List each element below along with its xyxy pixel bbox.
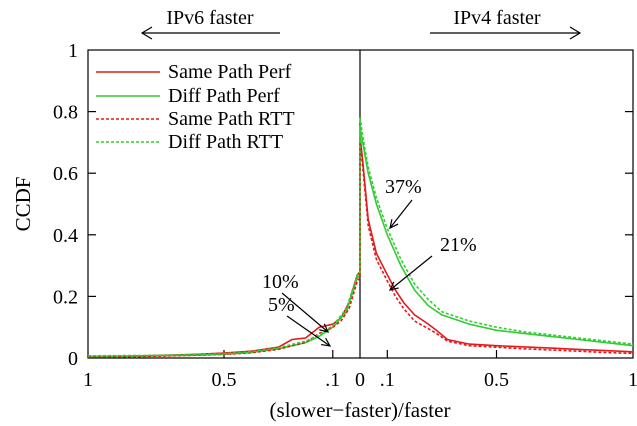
annotation-arrowhead <box>388 281 399 291</box>
annotation-arrow <box>286 315 331 347</box>
legend-label: Same Path Perf <box>168 61 292 83</box>
series-layer <box>87 117 634 358</box>
ipv4-faster-label: IPv4 faster <box>453 7 541 29</box>
y-tick-label: 0.2 <box>53 286 78 308</box>
x-tick-label: .1 <box>325 369 340 391</box>
series-line-same-path-perf <box>87 136 634 358</box>
x-tick-label: .1 <box>380 369 395 391</box>
annotation-label: 21% <box>440 234 477 256</box>
y-tick-label: 0.6 <box>53 163 78 185</box>
x-tick-label: 1 <box>628 369 637 391</box>
annotations: 37% 21% 10%5% <box>262 176 477 347</box>
legend-label: Diff Path RTT <box>168 131 283 153</box>
y-tick-label: 0.4 <box>53 225 78 247</box>
y-tick-label: 0 <box>68 348 78 370</box>
x-axis-label: (slower−faster)/faster <box>270 398 451 422</box>
y-axis-ticks: 0 0.2 0.4 0.6 0.8 1 <box>53 40 633 370</box>
annotation-label: 37% <box>385 176 422 198</box>
ipv6-faster-label: IPv6 faster <box>166 7 254 29</box>
series-line-diff-path-rtt <box>87 117 634 357</box>
legend-label: Same Path RTT <box>168 108 295 130</box>
series-line-same-path-rtt <box>87 142 634 358</box>
x-tick-label: 0.5 <box>212 369 237 391</box>
annotation-arrowhead <box>321 337 332 347</box>
annotation-label: 10% <box>262 271 299 293</box>
x-tick-label: 1 <box>83 369 93 391</box>
annotation-arrowhead <box>389 219 399 230</box>
ipv6-faster-arrow <box>140 26 280 40</box>
x-tick-label: 0.5 <box>484 369 509 391</box>
annotation-arrow <box>389 199 413 229</box>
y-axis-label: CCDF <box>11 177 35 232</box>
annotation-arrow <box>281 292 329 333</box>
x-tick-label: 0 <box>355 369 365 391</box>
ipv4-faster-arrow <box>430 26 582 40</box>
annotation-arrowhead <box>319 323 330 333</box>
x-axis-ticks: 1 0.5 .1 0 .1 0.5 1 <box>83 350 637 391</box>
annotation-label: 5% <box>268 294 295 316</box>
legend-label: Diff Path Perf <box>168 85 280 107</box>
y-tick-label: 1 <box>68 40 78 62</box>
annotation-arrow <box>389 255 433 291</box>
y-tick-label: 0.8 <box>53 102 78 124</box>
